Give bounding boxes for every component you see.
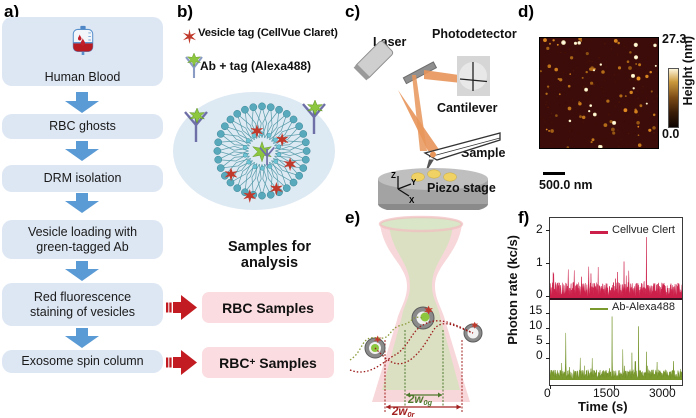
svg-text:X: X bbox=[409, 196, 415, 205]
svg-text:Z: Z bbox=[391, 171, 396, 180]
svg-text:Cantilever: Cantilever bbox=[437, 101, 498, 115]
svg-text:Piezo stage: Piezo stage bbox=[427, 181, 496, 195]
svg-text:Y: Y bbox=[411, 178, 417, 187]
svg-text:Photodetector: Photodetector bbox=[432, 27, 517, 41]
svg-text:2w0r: 2w0r bbox=[391, 406, 416, 418]
